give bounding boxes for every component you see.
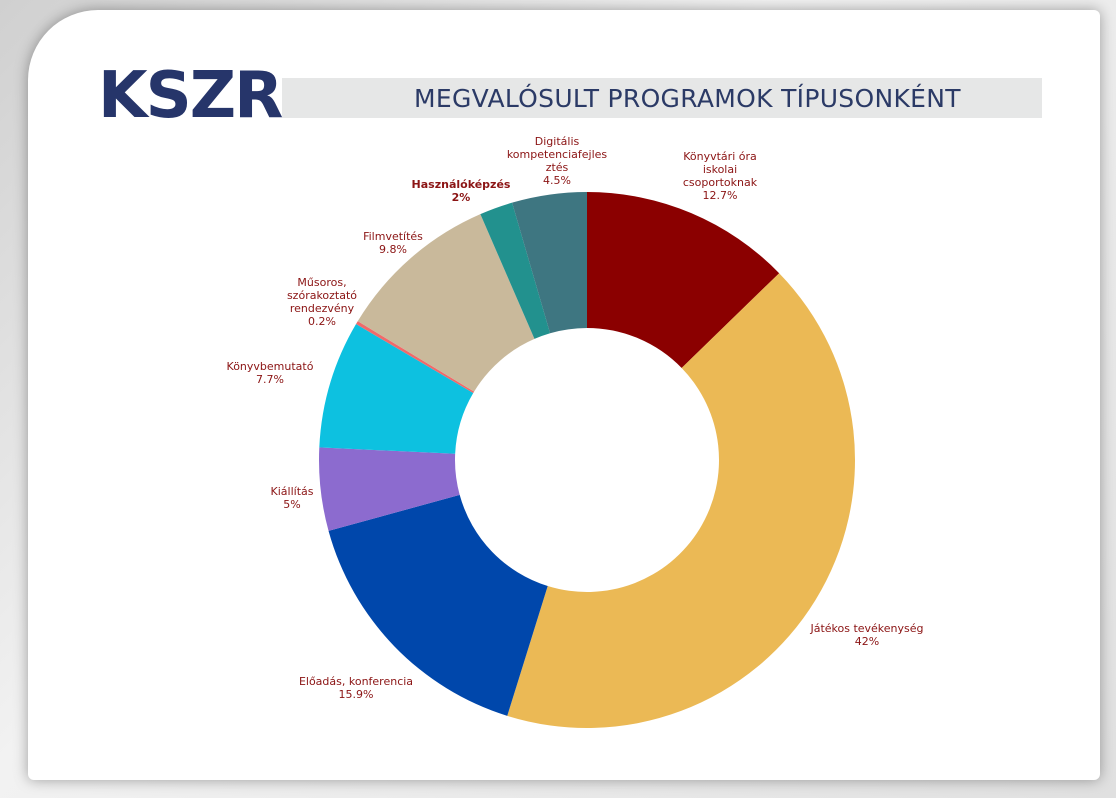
data-label: Kiállítás 5% (252, 485, 332, 511)
data-label: Műsoros, szórakoztató rendezvény 0.2% (282, 276, 362, 328)
label-name: Előadás, konferencia (298, 675, 414, 688)
donut-segment (357, 214, 535, 392)
title-band (282, 78, 1042, 118)
data-label: Játékos tevékenység 42% (802, 622, 932, 648)
donut-segment (507, 273, 855, 728)
label-value: 2% (451, 191, 471, 204)
label-name: Digitális kompetenciafejlesztés (506, 135, 608, 174)
logo: KSZR (98, 59, 283, 133)
data-label: Könyvbemutató 7.7% (215, 360, 325, 386)
label-value: 7.7% (256, 373, 284, 386)
donut-segment (512, 192, 587, 334)
label-name: Filmvetítés (363, 230, 423, 243)
chart-title: MEGVALÓSULT PROGRAMOK TÍPUSONKÉNT (414, 84, 961, 113)
label-name: Játékos tevékenység (810, 622, 924, 635)
donut-segment (480, 202, 551, 339)
donut-segment (328, 494, 548, 716)
label-value: 4.5% (543, 174, 571, 187)
donut-segment (587, 192, 780, 368)
label-name: Használóképzés (411, 178, 511, 191)
data-label: Előadás, konferencia 15.9% (291, 675, 421, 701)
label-name: Műsoros, szórakoztató rendezvény (286, 276, 358, 315)
label-value: 0.2% (308, 315, 336, 328)
donut-segment (319, 324, 474, 454)
data-label: Filmvetítés 9.8% (348, 230, 438, 256)
donut-segment (319, 447, 460, 531)
label-value: 5% (283, 498, 301, 511)
data-label: Könyvtári óra iskolai csoportoknak 12.7% (675, 150, 765, 202)
label-name: Könyvtári óra iskolai csoportoknak (682, 150, 758, 189)
label-value: 42% (854, 635, 880, 648)
label-name: Kiállítás (270, 485, 314, 498)
data-label: Digitális kompetenciafejlesztés 4.5% (505, 135, 609, 187)
data-label: Használóképzés 2% (406, 178, 516, 204)
donut-segment (356, 321, 475, 394)
label-value: 15.9% (338, 688, 374, 701)
label-value: 9.8% (379, 243, 407, 256)
label-value: 12.7% (702, 189, 738, 202)
label-name: Könyvbemutató (226, 360, 314, 373)
